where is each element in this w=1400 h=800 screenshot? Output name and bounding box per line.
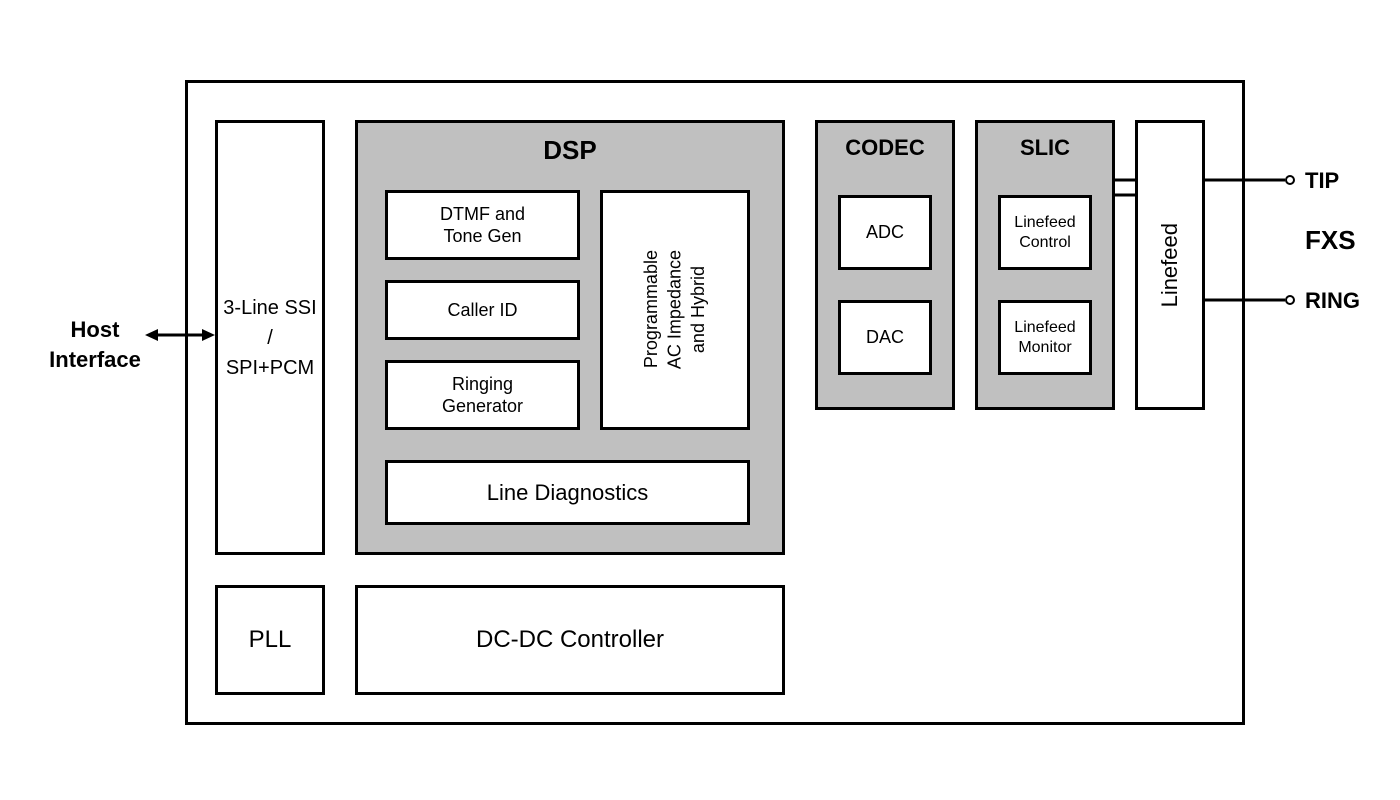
codec-title: CODEC [845, 135, 924, 161]
pll-block: PLL [215, 585, 325, 695]
ringing-l2: Generator [442, 395, 523, 418]
adc-label: ADC [866, 222, 904, 243]
dtmf-l2: Tone Gen [443, 225, 521, 248]
dsp-title: DSP [543, 135, 596, 166]
ssi-l1: 3-Line SSI [223, 293, 316, 323]
pll-label: PLL [249, 626, 292, 654]
host-interface-label: Host Interface [40, 315, 150, 374]
ssi-block: 3-Line SSI / SPI+PCM [215, 120, 325, 555]
lfctrl-l1: Linefeed [1014, 213, 1075, 232]
dtmf-l1: DTMF and [440, 203, 525, 226]
dac-block: DAC [838, 300, 932, 375]
linefeed-control-block: Linefeed Control [998, 195, 1092, 270]
dtmf-block: DTMF and Tone Gen [385, 190, 580, 260]
tip-label: TIP [1305, 168, 1339, 194]
ringing-l1: Ringing [452, 373, 513, 396]
host-line1: Host [71, 317, 120, 342]
ring-label: RING [1305, 288, 1360, 314]
slic-title: SLIC [1020, 135, 1070, 161]
linefeed-block: Linefeed [1135, 120, 1205, 410]
imp-l2: AC Impedance [664, 250, 684, 369]
dac-label: DAC [866, 327, 904, 348]
diag-label: Line Diagnostics [487, 480, 648, 506]
lfmon-l1: Linefeed [1014, 318, 1075, 337]
dcdc-label: DC-DC Controller [476, 626, 664, 654]
adc-block: ADC [838, 195, 932, 270]
impedance-block: Programmable AC Impedance and Hybrid [600, 190, 750, 430]
imp-l3: and Hybrid [688, 266, 708, 353]
linefeed-monitor-block: Linefeed Monitor [998, 300, 1092, 375]
lfctrl-l2: Control [1019, 233, 1071, 252]
impedance-text: Programmable AC Impedance and Hybrid [640, 250, 710, 369]
tip-pin [1285, 175, 1295, 185]
ring-pin [1285, 295, 1295, 305]
host-line2: Interface [49, 347, 141, 372]
fxs-label: FXS [1305, 225, 1356, 256]
lfmon-l2: Monitor [1018, 338, 1071, 357]
callerid-block: Caller ID [385, 280, 580, 340]
diagnostics-block: Line Diagnostics [385, 460, 750, 525]
ringing-block: Ringing Generator [385, 360, 580, 430]
ssi-l3: SPI+PCM [226, 353, 314, 383]
linefeed-label: Linefeed [1157, 223, 1183, 307]
dcdc-block: DC-DC Controller [355, 585, 785, 695]
callerid-label: Caller ID [447, 300, 517, 321]
imp-l1: Programmable [641, 251, 661, 369]
ssi-l2: / [267, 323, 273, 353]
